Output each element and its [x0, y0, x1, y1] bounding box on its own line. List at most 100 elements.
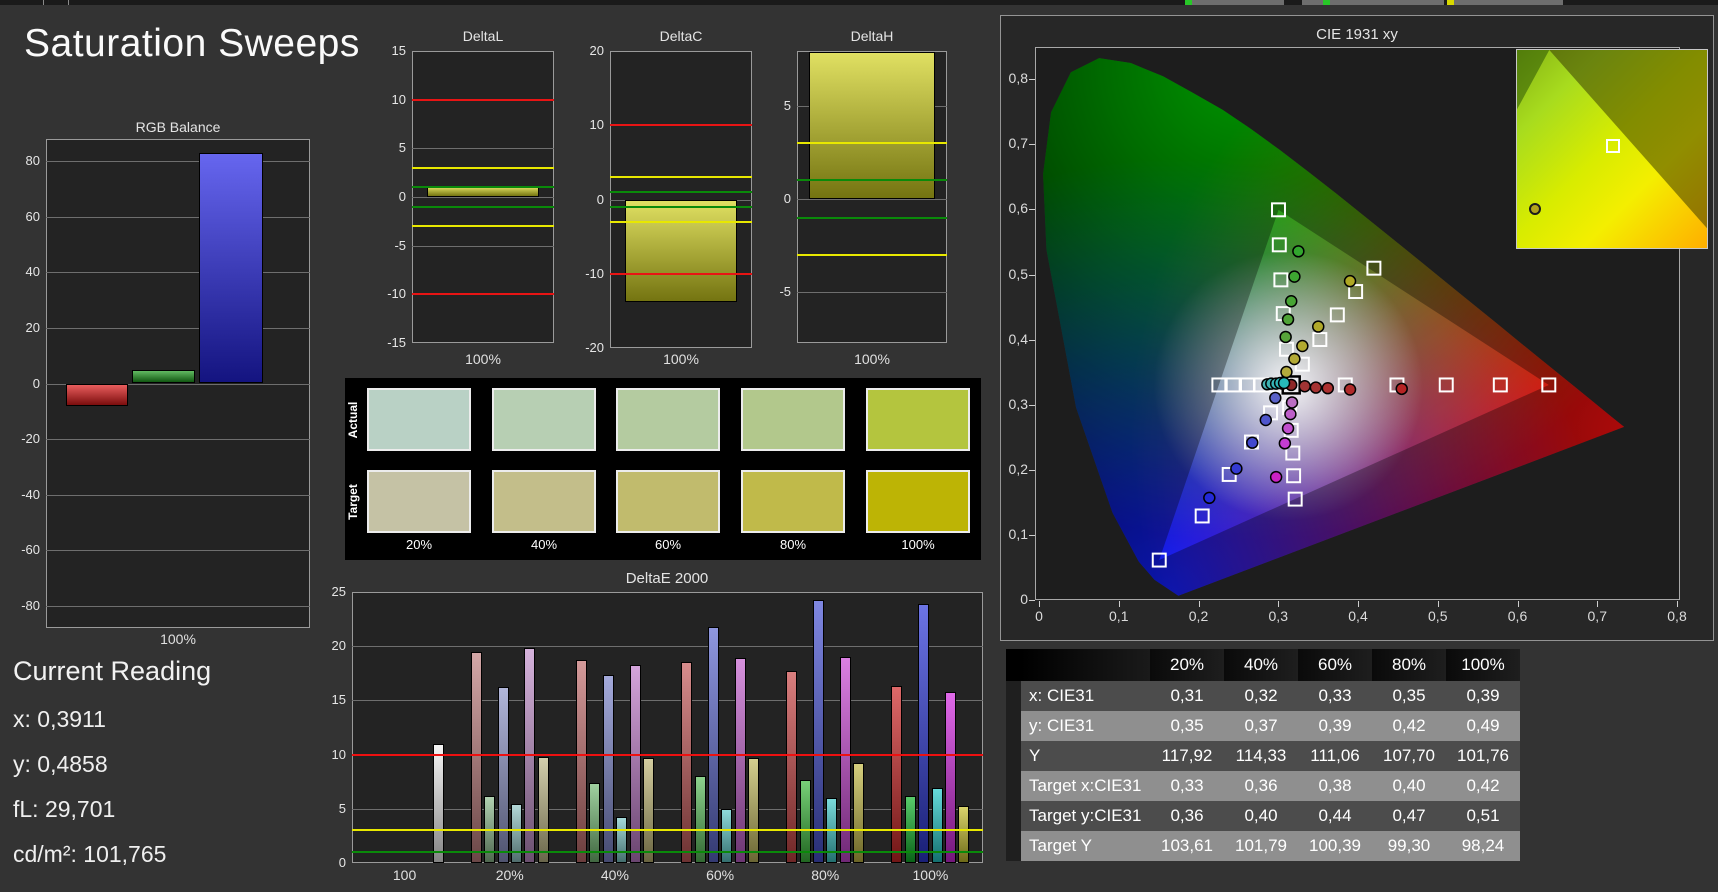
cie-y-tick-label: 0,2 — [1008, 460, 1028, 477]
chart-gridline — [797, 198, 947, 200]
table-col-header: 80% — [1372, 649, 1446, 681]
cie-y-tick — [1029, 79, 1035, 81]
cie-x-tick-label: 0,1 — [1109, 608, 1129, 624]
measured-point-marker — [1321, 381, 1335, 395]
swatch-row-label: Actual — [346, 401, 360, 439]
target-square-marker — [1329, 307, 1345, 323]
table-cell: 0,40 — [1224, 801, 1298, 831]
measured-point-marker — [1277, 376, 1291, 390]
deltae-bar — [616, 817, 628, 863]
deltae-bar — [642, 757, 654, 863]
table-cell: 0,36 — [1224, 771, 1298, 801]
measured-point-marker — [1278, 437, 1292, 450]
axis-tick-label: 20 — [25, 319, 40, 335]
axis-tick-label: -20 — [585, 340, 604, 355]
actual-swatch — [616, 388, 720, 451]
cie-x-tick — [1278, 601, 1280, 607]
axis-tick-label: 0 — [32, 375, 40, 391]
table-cell: 101,76 — [1446, 741, 1520, 771]
table-col-header: 40% — [1224, 649, 1298, 681]
target-swatch — [616, 470, 720, 533]
top-strip-segment[interactable] — [43, 0, 44, 5]
table-row-strip — [1006, 681, 1021, 711]
swatch-row-label: Target — [346, 484, 360, 520]
axis-tick-label: 0 — [596, 191, 604, 207]
axis-tick-label: -15 — [387, 335, 406, 350]
delta-l-xlabel: 100% — [465, 351, 501, 367]
delta-h-xlabel: 100% — [854, 351, 890, 367]
target-square-marker — [1194, 508, 1210, 524]
table-row-label: Y — [1021, 741, 1150, 771]
deltae-bar — [524, 648, 536, 863]
top-strip-segment[interactable] — [1330, 0, 1444, 5]
target-swatch — [492, 470, 596, 533]
measured-point-marker — [1284, 295, 1298, 308]
measured-point-marker — [1288, 352, 1301, 366]
measured-point-marker — [1280, 365, 1293, 379]
top-strip-segment[interactable] — [1302, 0, 1323, 5]
top-strip-segment[interactable] — [1454, 0, 1563, 5]
deltae-group-label: 60% — [706, 867, 735, 883]
red-bar — [66, 383, 128, 406]
chart-plot — [352, 592, 983, 863]
target-square-marker — [1240, 377, 1255, 393]
cie-y-tick-label: 0,6 — [1008, 200, 1028, 217]
deltae-bar — [904, 795, 916, 863]
table-cell: 0,36 — [1150, 801, 1224, 831]
reference-line — [412, 225, 554, 228]
table-cell: 0,33 — [1150, 771, 1224, 801]
target-square-marker — [1273, 272, 1289, 288]
measured-point-marker — [1298, 380, 1311, 393]
deltae-bar — [839, 657, 851, 863]
deltae-bar — [602, 675, 614, 863]
reference-line — [610, 272, 752, 275]
swatch-col-label: 40% — [530, 537, 558, 552]
table-row: Target y:CIE31 0,36 0,40 0,44 0,47 0,51 — [1006, 801, 1520, 831]
table-header-row: 20% 40% 60% 80% 100% — [1006, 649, 1520, 681]
measured-point-marker — [1309, 381, 1323, 394]
measured-point-marker — [1269, 470, 1283, 484]
reference-line — [412, 205, 554, 208]
top-strip-segment[interactable] — [1447, 0, 1454, 5]
delta-c-title: DeltaC — [659, 28, 703, 44]
cie-x-tick-label: 0,6 — [1507, 608, 1528, 624]
measured-point-marker — [1281, 422, 1295, 435]
cie-markers — [1151, 202, 1557, 568]
table-cell: 111,06 — [1298, 741, 1372, 771]
deltae-group-label: 100 — [392, 867, 417, 883]
top-strip-segment[interactable] — [1192, 0, 1284, 5]
axis-tick-label: -20 — [21, 431, 40, 447]
axis-tick-label: 60 — [25, 208, 40, 224]
target-square-marker — [1366, 260, 1382, 276]
cie-y-tick — [1029, 600, 1035, 601]
cie-x-tick — [1597, 601, 1599, 607]
table-row: Target x:CIE31 0,33 0,36 0,38 0,40 0,42 — [1006, 771, 1520, 801]
table-cell: 0,42 — [1372, 711, 1446, 741]
current-reading-cdm2: cd/m²: 101,765 — [13, 841, 167, 867]
table-cell: 107,70 — [1372, 741, 1446, 771]
deltae-bar — [721, 808, 733, 863]
reference-line — [797, 142, 947, 145]
table-col-header: 100% — [1446, 649, 1520, 681]
table-cell: 0,38 — [1298, 771, 1372, 801]
reference-line — [610, 191, 752, 194]
actual-swatch — [866, 388, 970, 451]
top-strip-segment[interactable] — [1185, 0, 1192, 5]
chart-gridline — [46, 439, 310, 441]
table-cell: 0,44 — [1298, 801, 1372, 831]
reference-line — [412, 166, 554, 169]
table-cell: 114,33 — [1224, 741, 1298, 771]
table-row-label: Target x:CIE31 — [1021, 771, 1150, 801]
table-cell: 0,39 — [1298, 711, 1372, 741]
axis-tick-label: -40 — [21, 486, 40, 502]
axis-tick-label: 15 — [331, 692, 346, 708]
reference-line — [610, 220, 752, 223]
cie-y-tick — [1029, 404, 1035, 406]
top-strip-segment[interactable] — [68, 0, 69, 5]
table-cell: 0,51 — [1446, 801, 1520, 831]
swatch-col-label: 60% — [654, 537, 682, 552]
table-row-strip — [1006, 649, 1021, 681]
top-strip-segment[interactable] — [1323, 0, 1330, 5]
measured-point-marker — [1312, 320, 1325, 333]
target-square-marker — [1211, 377, 1227, 393]
